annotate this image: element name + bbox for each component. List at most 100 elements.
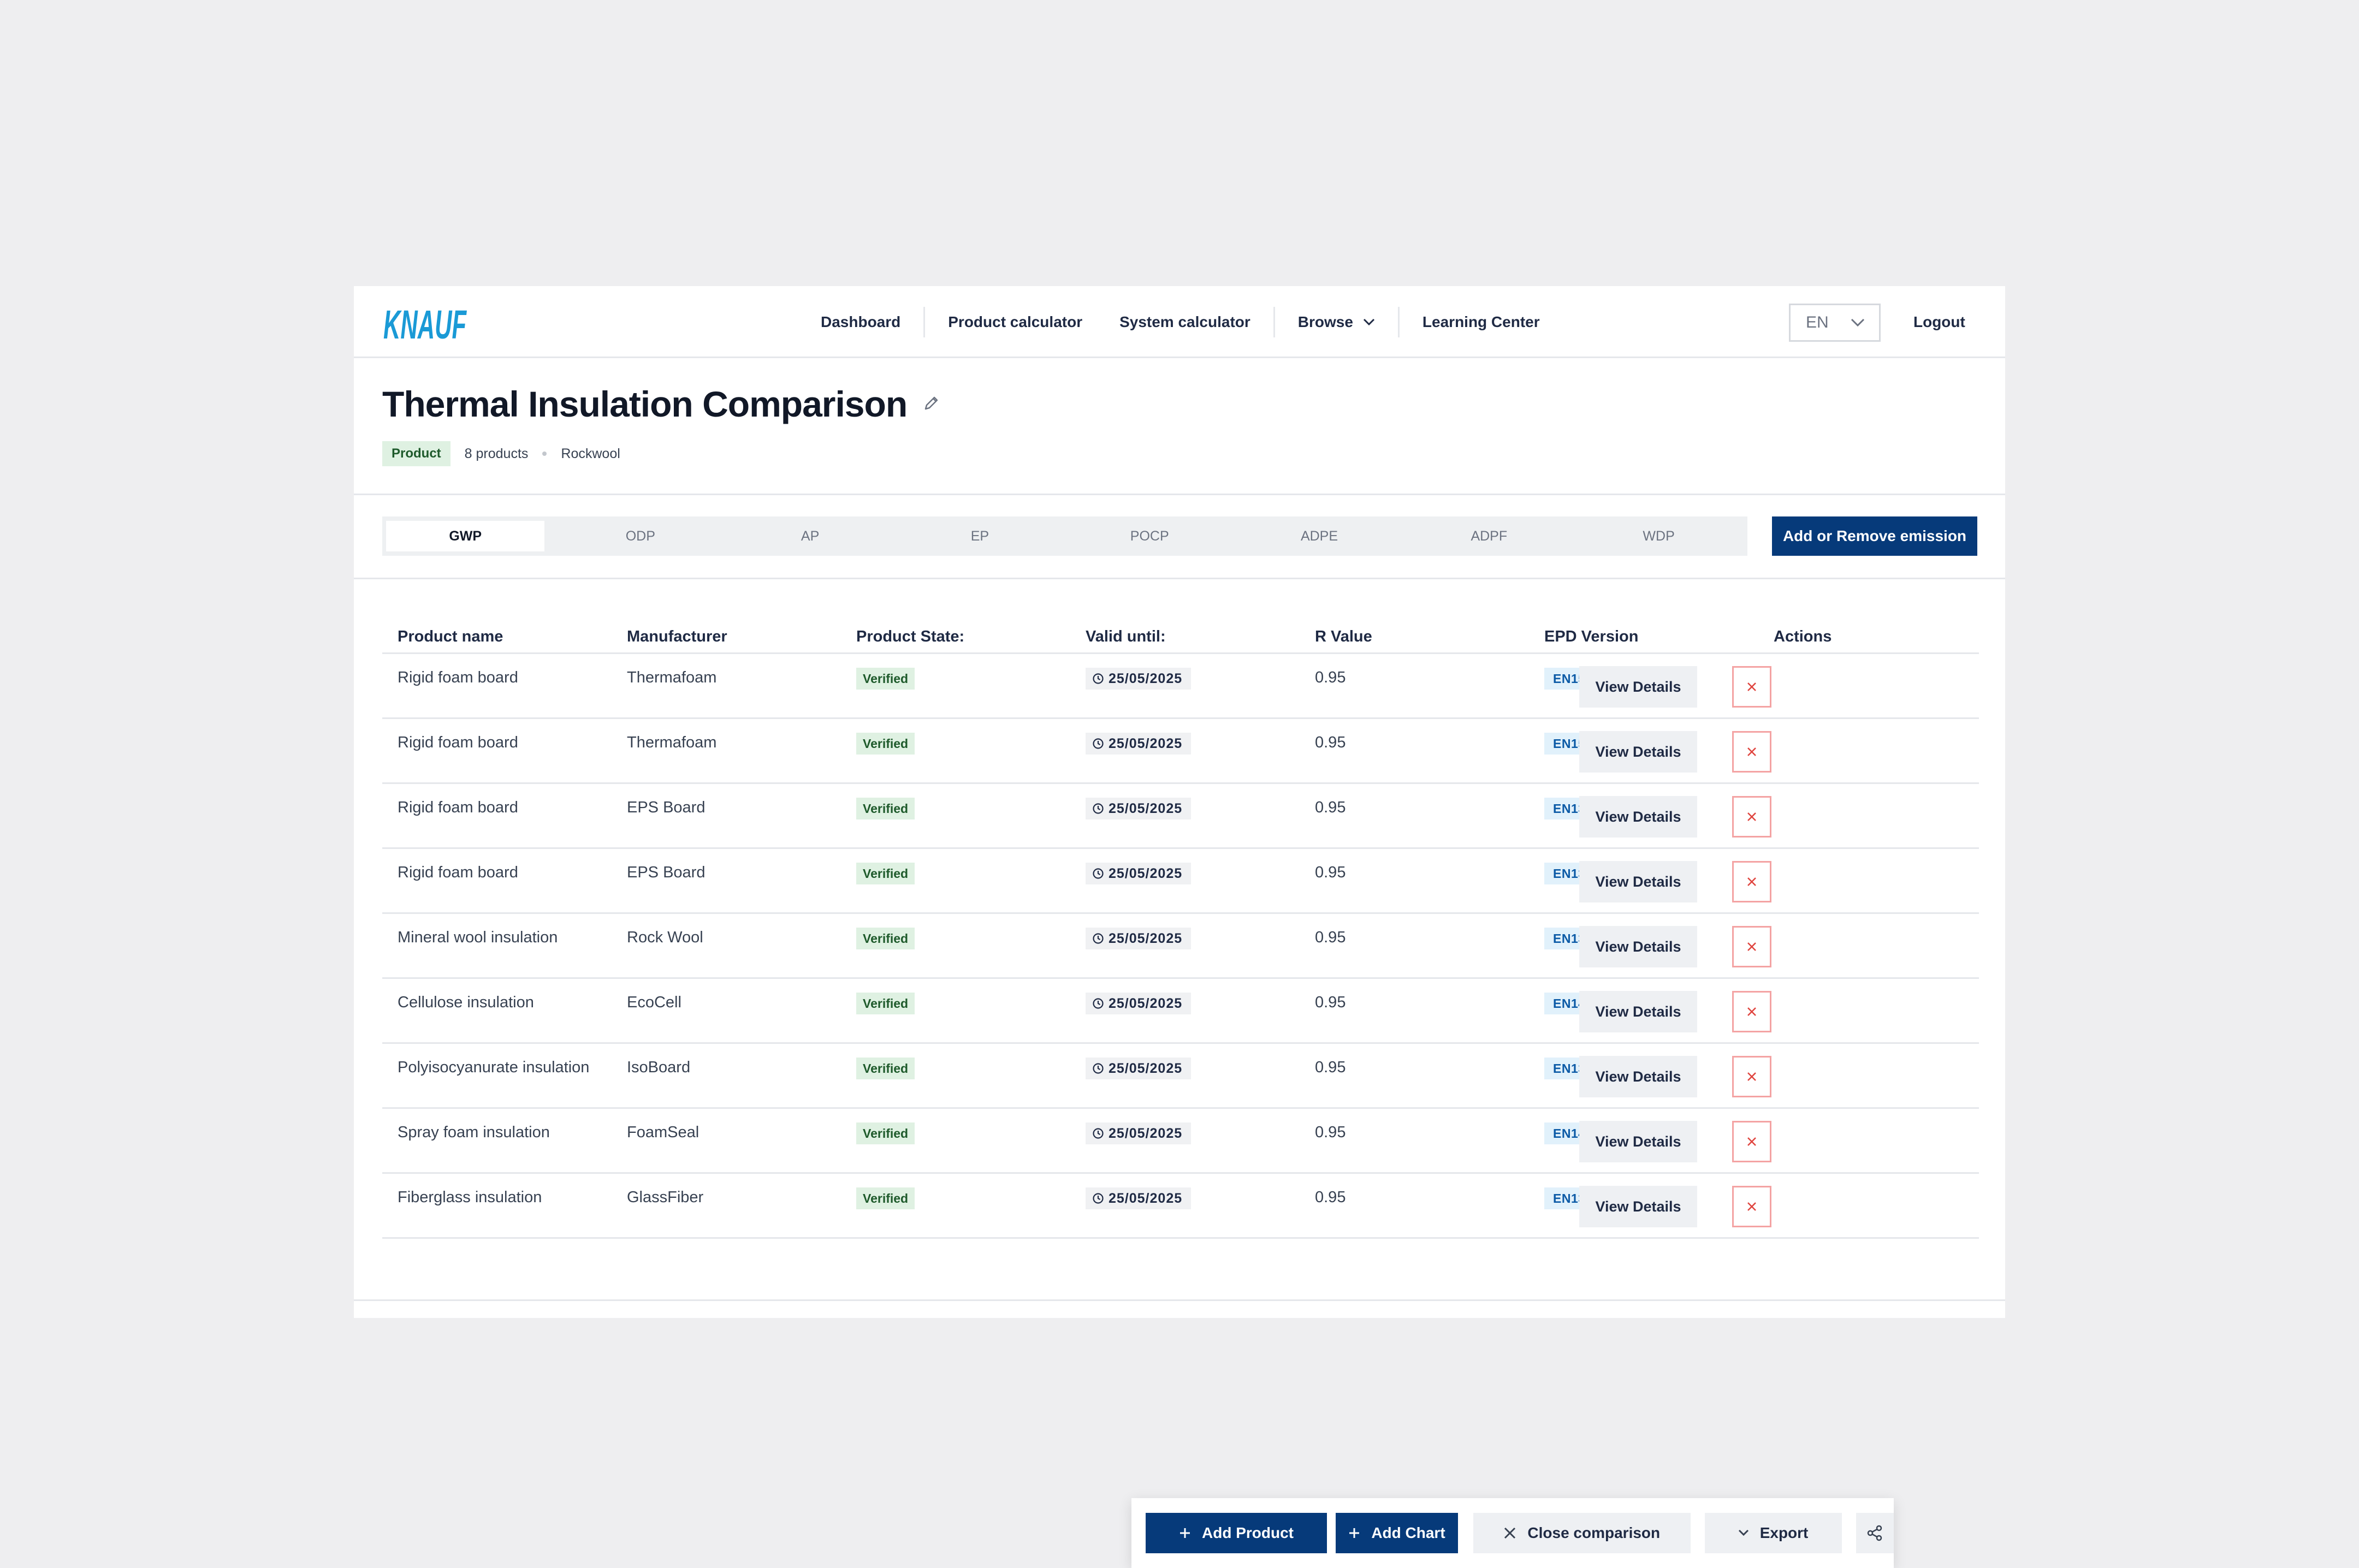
table-body: Rigid foam board Thermafoam Verified 25/05/… [382, 654, 1979, 1239]
table-row: Spray foam insulation FoamSeal Verified 25/… [382, 1109, 1979, 1174]
nav-browse[interactable]: Browse [1298, 313, 1375, 331]
add-product-label: Add Product [1202, 1524, 1294, 1541]
product-state-cell: Verified [841, 784, 1070, 819]
verified-badge: Verified [856, 1187, 915, 1209]
valid-until-cell: 25/05/2025 [1070, 1109, 1300, 1144]
table-row: Polyisocyanurate insulation IsoBoard Verif… [382, 1044, 1979, 1109]
valid-until-chip: 25/05/2025 [1086, 798, 1192, 819]
tab-adpf[interactable]: ADPF [1471, 528, 1508, 544]
tab-pocp[interactable]: POCP [1130, 528, 1169, 544]
nav-dashboard[interactable]: Dashboard [821, 313, 901, 330]
add-remove-emission-button[interactable]: Add or Remove emission [1772, 516, 1977, 556]
manufacturer: Thermafoam [627, 734, 717, 751]
remove-product-button[interactable] [1732, 991, 1771, 1032]
view-details-button[interactable]: View Details [1579, 796, 1697, 838]
valid-until-chip: 25/05/2025 [1086, 928, 1192, 949]
valid-until-cell: 25/05/2025 [1070, 979, 1300, 1014]
tab-gwp[interactable]: GWP [386, 521, 545, 551]
col-product-state: Product State: [856, 628, 965, 645]
view-details-button[interactable]: View Details [1579, 1121, 1697, 1162]
valid-until-cell: 25/05/2025 [1070, 719, 1300, 755]
table-row: Rigid foam board EPS Board Verified 25/05/2… [382, 849, 1979, 914]
chevron-down-icon [1363, 318, 1374, 326]
close-icon [1747, 1072, 1756, 1081]
valid-until-cell: 25/05/2025 [1070, 1044, 1300, 1079]
nav-learning-center[interactable]: Learning Center [1422, 313, 1540, 330]
valid-until-chip: 25/05/2025 [1086, 993, 1192, 1014]
language-value: EN [1806, 313, 1829, 331]
tab-ep[interactable]: EP [970, 528, 989, 544]
nav-browse-label: Browse [1297, 313, 1353, 330]
valid-until-date: 25/05/2025 [1109, 1126, 1183, 1141]
product-count: 8 products [464, 446, 529, 461]
close-icon [1747, 812, 1756, 821]
remove-product-button[interactable] [1732, 1056, 1771, 1097]
verified-badge: Verified [856, 798, 915, 819]
verified-badge: Verified [856, 733, 915, 755]
logout-link[interactable]: Logout [1913, 313, 1965, 330]
tab-odp[interactable]: ODP [625, 528, 655, 544]
remove-product-button[interactable] [1732, 796, 1771, 838]
remove-product-button[interactable] [1732, 861, 1771, 902]
remove-product-button[interactable] [1732, 731, 1771, 773]
language-select[interactable]: EN [1789, 304, 1881, 342]
close-icon [1504, 1527, 1516, 1539]
add-chart-label: Add Chart [1371, 1524, 1445, 1541]
add-chart-button[interactable]: Add Chart [1336, 1513, 1458, 1553]
manufacturer: EPS Board [627, 864, 706, 881]
nav-system-calculator[interactable]: System calculator [1119, 313, 1250, 330]
remove-product-button[interactable] [1732, 666, 1771, 708]
valid-until-date: 25/05/2025 [1109, 931, 1183, 946]
nav-product-calculator[interactable]: Product calculator [948, 313, 1083, 330]
tab-ap[interactable]: AP [801, 528, 820, 544]
close-icon [1747, 1137, 1756, 1146]
view-details-button[interactable]: View Details [1579, 1186, 1697, 1227]
view-details-button[interactable]: View Details [1579, 926, 1697, 967]
view-details-button[interactable]: View Details [1579, 666, 1697, 708]
product-name: Fiberglass insulation [398, 1189, 542, 1206]
product-state-cell: Verified [841, 979, 1070, 1014]
nav-divider [923, 307, 926, 337]
share-button[interactable] [1856, 1513, 1894, 1553]
close-icon [1747, 942, 1756, 951]
col-actions: Actions [1774, 628, 1832, 645]
clock-icon [1093, 1193, 1104, 1204]
valid-until-cell: 25/05/2025 [1070, 914, 1300, 949]
col-manufacturer: Manufacturer [627, 628, 727, 645]
top-header: KNAUF Dashboard Product calculator Syste… [354, 286, 2005, 358]
remove-product-button[interactable] [1732, 1121, 1771, 1162]
chevron-down-icon [1738, 1529, 1748, 1536]
view-details-button[interactable]: View Details [1579, 1056, 1697, 1097]
r-value: 0.95 [1315, 1124, 1346, 1141]
remove-product-button[interactable] [1732, 1186, 1771, 1227]
close-icon [1747, 877, 1756, 886]
valid-until-date: 25/05/2025 [1109, 866, 1183, 881]
clock-icon [1093, 673, 1104, 684]
close-icon [1747, 1007, 1756, 1016]
table-row: Cellulose insulation EcoCell Verified 25/05… [382, 979, 1979, 1044]
verified-badge: Verified [856, 863, 915, 884]
view-details-button[interactable]: View Details [1579, 991, 1697, 1032]
pencil-icon[interactable] [923, 395, 940, 414]
title-row: Thermal Insulation Comparison [382, 383, 940, 425]
tab-adpe[interactable]: ADPE [1300, 528, 1338, 544]
valid-until-chip: 25/05/2025 [1086, 733, 1192, 755]
clock-icon [1093, 738, 1104, 749]
close-comparison-label: Close comparison [1527, 1524, 1661, 1541]
product-name: Rigid foam board [398, 734, 518, 751]
divider [354, 1299, 2005, 1301]
tab-wdp[interactable]: WDP [1643, 528, 1675, 544]
type-badge: Product [382, 441, 451, 466]
remove-product-button[interactable] [1732, 926, 1771, 967]
manufacturer: GlassFiber [627, 1189, 704, 1206]
r-value: 0.95 [1315, 864, 1346, 881]
close-comparison-button[interactable]: Close comparison [1473, 1513, 1691, 1553]
knauf-logo[interactable]: KNAUF [382, 299, 470, 347]
view-details-button[interactable]: View Details [1579, 861, 1697, 902]
meta-separator [542, 452, 547, 456]
manufacturer: Rock Wool [627, 929, 703, 946]
view-details-button[interactable]: View Details [1579, 731, 1697, 773]
valid-until-date: 25/05/2025 [1109, 1191, 1183, 1206]
export-button[interactable]: Export [1704, 1513, 1842, 1553]
add-product-button[interactable]: Add Product [1146, 1513, 1327, 1553]
